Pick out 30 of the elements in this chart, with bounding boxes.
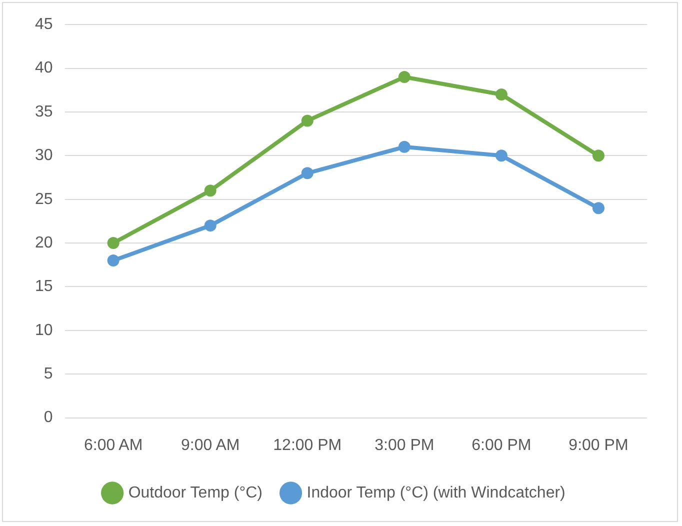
legend-label: Outdoor Temp (°C) [128, 484, 262, 502]
point [204, 184, 216, 197]
y-tick-label: 25 [35, 190, 53, 208]
point [301, 167, 314, 180]
x-tick-label: 9:00 AM [180, 436, 240, 454]
x-tick-label: 9:00 PM [568, 436, 628, 454]
y-tick-label: 35 [35, 103, 53, 120]
y-tick-label: 40 [35, 60, 53, 77]
y-tick-label: 0 [44, 409, 53, 426]
point [495, 88, 508, 100]
y-tick-label: 5 [44, 366, 53, 383]
x-tick-label: 6:00 AM [84, 436, 143, 454]
point [592, 202, 604, 214]
y-tick-label: 20 [35, 234, 53, 252]
y-tick-label: 10 [35, 322, 53, 339]
x-tick-label: 3:00 PM [374, 436, 434, 454]
point [495, 150, 508, 162]
x-tick-label: 12:00 PM [273, 436, 342, 454]
point [107, 254, 120, 267]
point [204, 220, 216, 232]
y-tick-label: 15 [35, 278, 53, 296]
point [398, 140, 410, 153]
point [107, 237, 120, 250]
point [398, 71, 410, 84]
y-tick-label: 45 [35, 16, 53, 34]
legend-label: Indoor Temp (°C) (with Windcatcher) [306, 484, 566, 502]
point [592, 150, 604, 162]
point [301, 114, 314, 127]
x-tick-label: 6:00 PM [472, 436, 532, 454]
y-tick-label: 30 [35, 147, 53, 164]
